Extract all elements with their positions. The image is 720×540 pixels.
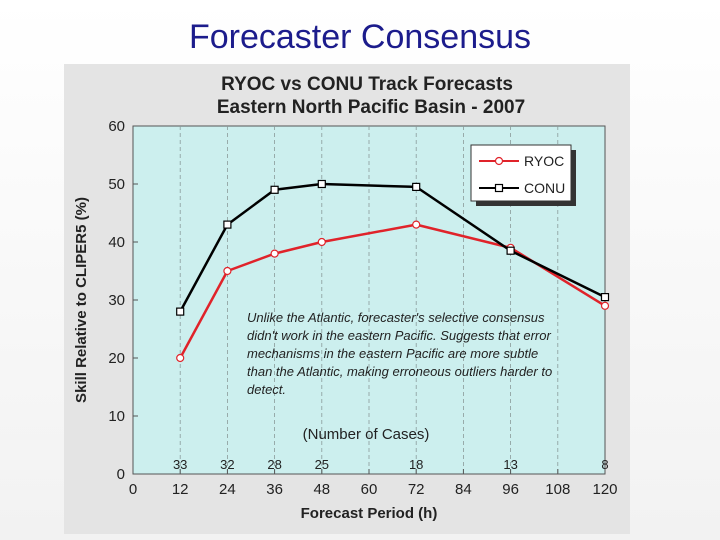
x-tick-label-60: 60 [361,481,378,498]
point-conu-24 [223,220,232,229]
point-conu-120 [600,293,610,302]
y-tick-label-60: 60 [108,118,125,135]
case-count-96: 13 [503,457,517,472]
point-ryoc-72 [412,220,421,229]
point-conu-48 [317,179,326,189]
x-tick-label-0: 0 [129,481,137,498]
point-ryoc-12 [176,353,185,363]
case-count-24: 32 [220,457,234,472]
chart-title: RYOC vs CONU Track Forecasts [221,74,513,95]
y-tick-label-10: 10 [108,408,125,425]
y-tick-label-20: 20 [108,350,125,367]
point-conu-96 [506,246,515,255]
legend-conu-label: CONU [524,180,565,196]
x-tick-label-36: 36 [266,481,283,498]
point-conu-72 [412,182,421,191]
case-count-36: 28 [267,457,281,472]
y-tick-label-0: 0 [117,466,125,483]
case-count-12: 33 [173,457,187,472]
x-tick-label-24: 24 [219,481,236,498]
x-tick-label-48: 48 [313,481,330,498]
case-counts: 33 32 28 25 18 13 8 [173,457,609,472]
legend-conu-marker [494,183,504,193]
x-tick-label-84: 84 [455,481,472,498]
chart-subtitle: Eastern North Pacific Basin - 2007 [217,97,525,118]
y-axis-label: Skill Relative to CLIPER5 (%) [73,197,90,403]
y-tick-label-30: 30 [108,292,125,309]
point-ryoc-36 [270,249,279,258]
x-tick-label-96: 96 [502,481,519,498]
point-conu-36 [270,185,279,194]
legend-ryoc-label: RYOC [524,153,564,169]
x-tick-label-72: 72 [408,481,425,498]
x-axis-label: Forecast Period (h) [301,505,438,522]
y-tick-label-50: 50 [108,176,125,193]
tick-labels: 0 12 24 36 48 60 72 84 96 108 120 0 10 20 30 40 50 60 [108,118,617,498]
y-tick-label-40: 40 [108,234,125,251]
series-layer [176,179,610,363]
point-ryoc-24 [223,266,232,276]
point-ryoc-48 [317,237,326,247]
cases-label: (Number of Cases) [303,426,430,443]
x-tick-label-120: 120 [592,481,617,498]
x-tick-label-12: 12 [172,481,189,498]
x-tick-label-108: 108 [545,481,570,498]
legend-ryoc-marker [494,156,504,166]
case-count-48: 25 [315,457,329,472]
annotation-note: Unlike the Atlantic, forecaster's select… [247,310,553,397]
point-ryoc-120 [600,301,610,310]
legend-box [470,144,572,202]
legend: RYOC CONU [470,144,576,206]
point-conu-12 [176,307,185,316]
case-count-120: 8 [601,457,608,472]
case-count-72: 18 [409,457,423,472]
slide-title: Forecaster Consensus [188,18,532,56]
